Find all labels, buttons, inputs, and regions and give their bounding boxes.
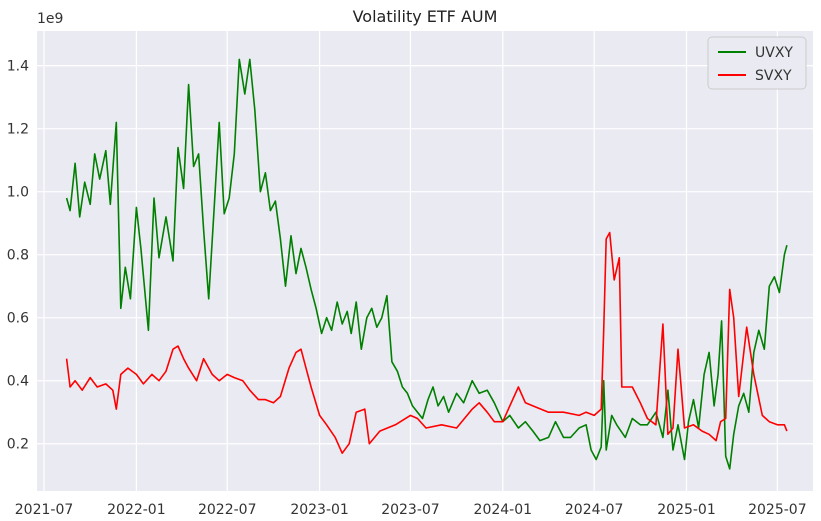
x-tick-label: 2023-07: [381, 502, 440, 518]
y-tick-label: 0.6: [7, 311, 29, 327]
series-layer: [65, 58, 788, 470]
y-tick-label: 1.2: [7, 122, 29, 138]
x-tick-label: 2024-07: [565, 502, 624, 518]
legend-label: UVXY: [755, 45, 793, 61]
x-tick-label: 2025-07: [748, 502, 807, 518]
x-tick-label: 2024-01: [474, 502, 533, 518]
y-tick-label: 0.4: [7, 374, 29, 390]
y-axis-offset-label: 1e9: [37, 11, 63, 27]
y-tick-label: 0.2: [7, 437, 29, 453]
y-axis-ticks: 0.2 0.4 0.6 0.8 1.0 1.2 1.4: [7, 59, 29, 453]
legend: UVXY SVXY: [707, 36, 807, 90]
y-tick-label: 0.8: [7, 248, 29, 264]
x-tick-label: 2022-01: [107, 502, 166, 518]
x-tick-label: 2023-01: [290, 502, 349, 518]
legend-label: SVXY: [755, 68, 792, 84]
series-line-svxy: [65, 231, 788, 454]
y-tick-label: 1.4: [7, 59, 29, 75]
y-tick-label: 1.0: [7, 185, 29, 201]
x-tick-label: 2022-07: [198, 502, 257, 518]
x-axis-ticks: 2021-07 2022-01 2022-07 2023-01 2023-07 2024-…: [15, 502, 807, 518]
chart-title: Volatility ETF AUM: [353, 7, 498, 26]
plot-area: [37, 31, 813, 491]
x-tick-label: 2025-01: [657, 502, 716, 518]
grid-lines: [37, 31, 813, 491]
series-line-uvxy: [65, 58, 788, 470]
x-tick-label: 2021-07: [15, 502, 74, 518]
